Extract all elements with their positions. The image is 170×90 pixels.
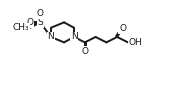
Text: N: N: [71, 32, 77, 41]
Text: S: S: [37, 18, 43, 27]
Text: O: O: [27, 18, 34, 27]
Text: O: O: [119, 24, 126, 33]
Text: O: O: [37, 9, 44, 18]
Text: OH: OH: [129, 38, 142, 47]
Text: CH₃: CH₃: [13, 23, 29, 32]
Text: O: O: [81, 47, 88, 56]
Text: N: N: [48, 32, 54, 41]
